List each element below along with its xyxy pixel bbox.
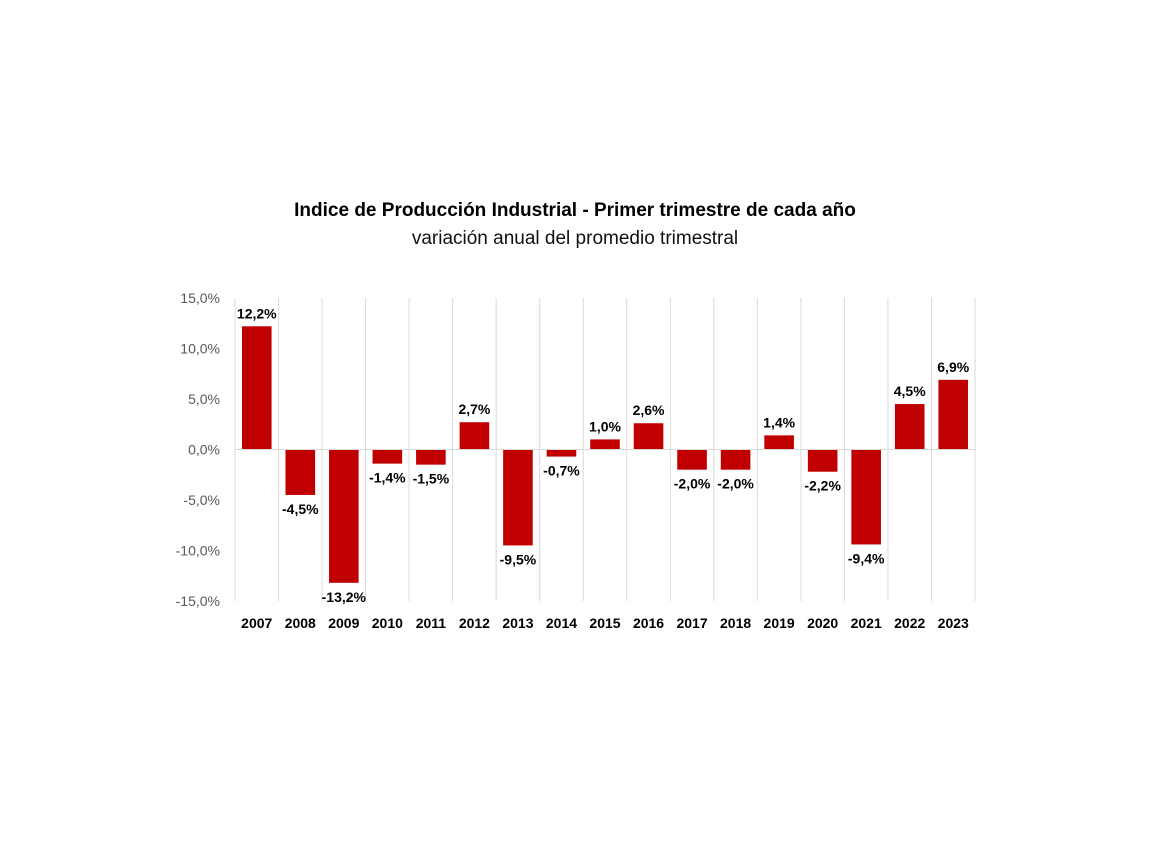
bar-2021 bbox=[851, 449, 881, 545]
chart-header: Indice de Producción Industrial - Primer… bbox=[0, 197, 1150, 253]
x-category-label: 2012 bbox=[459, 615, 490, 631]
data-label-2016: 2,6% bbox=[633, 402, 665, 418]
chart-title: Indice de Producción Industrial - Primer… bbox=[294, 200, 856, 221]
data-label-2022: 4,5% bbox=[894, 383, 926, 399]
y-tick-label: 15,0% bbox=[180, 290, 220, 306]
data-label-2017: -2,0% bbox=[674, 476, 711, 492]
y-tick-label: -5,0% bbox=[183, 492, 220, 508]
x-category-label: 2018 bbox=[720, 615, 751, 631]
y-tick-label: 10,0% bbox=[180, 341, 220, 357]
x-category-label: 2017 bbox=[676, 615, 707, 631]
x-category-label: 2023 bbox=[938, 615, 969, 631]
bar-2009 bbox=[329, 449, 359, 583]
bar-2007 bbox=[241, 326, 272, 450]
bar-2010 bbox=[372, 449, 403, 464]
x-category-label: 2022 bbox=[894, 615, 925, 631]
y-tick-label: 0,0% bbox=[188, 442, 220, 458]
data-label-2008: -4,5% bbox=[282, 501, 319, 517]
bar-2013 bbox=[503, 449, 533, 546]
data-label-2020: -2,2% bbox=[804, 478, 841, 494]
data-label-2011: -1,5% bbox=[413, 471, 450, 487]
bar-2023 bbox=[938, 379, 969, 450]
x-category-label: 2007 bbox=[241, 615, 272, 631]
x-category-label: 2009 bbox=[328, 615, 359, 631]
data-label-2009: -13,2% bbox=[322, 589, 367, 605]
x-category-label: 2016 bbox=[633, 615, 664, 631]
bar-2008 bbox=[285, 449, 316, 495]
data-label-2021: -9,4% bbox=[848, 550, 885, 566]
x-category-label: 2014 bbox=[546, 615, 577, 631]
x-category-label: 2011 bbox=[416, 615, 447, 631]
data-label-2019: 1,4% bbox=[763, 414, 795, 430]
y-tick-label: 5,0% bbox=[188, 391, 220, 407]
x-category-label: 2008 bbox=[285, 615, 316, 631]
bar-2016 bbox=[633, 423, 664, 450]
data-label-2018: -2,0% bbox=[717, 476, 754, 492]
y-tick-label: -15,0% bbox=[176, 593, 220, 609]
data-label-2007: 12,2% bbox=[237, 305, 277, 321]
y-tick-label: -10,0% bbox=[176, 543, 220, 559]
data-label-2014: -0,7% bbox=[543, 463, 580, 479]
x-category-label: 2015 bbox=[589, 615, 620, 631]
x-category-label: 2013 bbox=[502, 615, 533, 631]
x-category-label: 2019 bbox=[764, 615, 795, 631]
chart-subtitle: variación anual del promedio trimestral bbox=[411, 228, 739, 249]
bar-2020 bbox=[807, 449, 838, 472]
bar-2011 bbox=[416, 449, 446, 465]
x-category-label: 2021 bbox=[851, 615, 882, 631]
x-category-label: 2010 bbox=[372, 615, 403, 631]
data-label-2012: 2,7% bbox=[458, 401, 490, 417]
data-label-2013: -9,5% bbox=[500, 551, 537, 567]
data-label-2023: 6,9% bbox=[937, 359, 969, 375]
bar-2015 bbox=[590, 439, 620, 450]
data-label-2010: -1,4% bbox=[369, 470, 406, 486]
bar-2022 bbox=[894, 404, 925, 450]
bar-2018 bbox=[720, 449, 751, 470]
bar-2014 bbox=[546, 449, 577, 457]
bar-2019 bbox=[764, 435, 794, 450]
bar-2017 bbox=[677, 449, 707, 470]
x-category-label: 2020 bbox=[807, 615, 838, 631]
data-label-2015: 1,0% bbox=[589, 418, 621, 434]
bar-2012 bbox=[459, 422, 490, 450]
